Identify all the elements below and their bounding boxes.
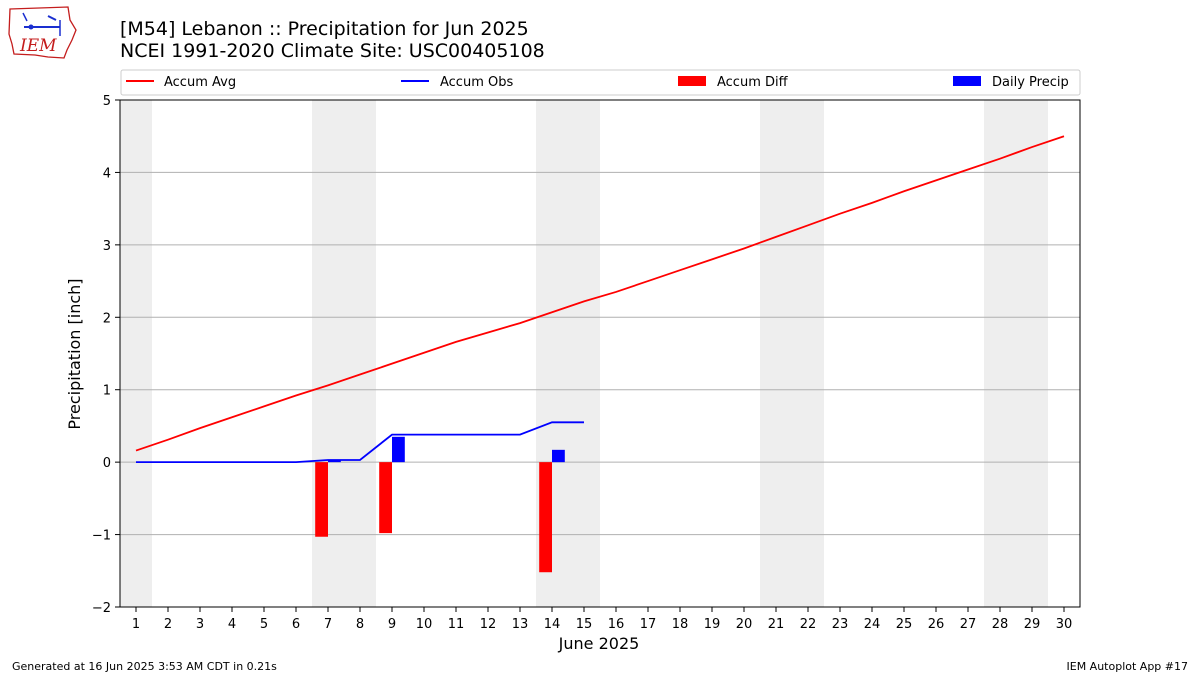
x-tick-label: 18 xyxy=(672,617,689,632)
x-tick-label: 10 xyxy=(416,617,433,632)
chart-subtitle: NCEI 1991-2020 Climate Site: USC00405108 xyxy=(120,40,545,62)
x-tick-label: 28 xyxy=(992,617,1009,632)
accum-diff-bar xyxy=(379,462,392,534)
x-tick-label: 29 xyxy=(1024,617,1041,632)
x-tick-label: 13 xyxy=(512,617,529,632)
y-tick-label: 3 xyxy=(103,239,111,254)
legend-swatch-daily-precip xyxy=(953,76,981,86)
x-tick-label: 26 xyxy=(928,617,945,632)
iem-logo: IEM xyxy=(8,6,77,59)
bar-series xyxy=(315,436,565,573)
y-tick-label: 5 xyxy=(103,94,111,109)
x-tick-label: 12 xyxy=(480,617,497,632)
logo-dot-icon xyxy=(28,24,34,30)
y-axis-title: Precipitation [inch] xyxy=(65,278,84,429)
x-tick-label: 14 xyxy=(544,617,561,632)
weekend-band xyxy=(984,100,1048,607)
accum-diff-bar xyxy=(539,462,552,573)
legend-label-accum-avg: Accum Avg xyxy=(164,75,236,90)
y-axis: −2 −1 0 1 2 3 4 5 xyxy=(92,94,120,616)
footer-app: IEM Autoplot App #17 xyxy=(1067,660,1189,673)
chart-title: [M54] Lebanon :: Precipitation for Jun 2… xyxy=(120,18,529,40)
legend-box xyxy=(120,69,1081,96)
legend-swatch-accum-diff xyxy=(678,76,706,86)
x-tick-label: 30 xyxy=(1056,617,1073,632)
accum-avg-line xyxy=(135,135,1065,452)
accum-obs-line xyxy=(136,421,584,464)
logo-vane-icon xyxy=(22,12,28,22)
logo-cup-icon xyxy=(47,15,57,21)
daily-precip-bar xyxy=(392,436,405,463)
x-tick-label: 21 xyxy=(768,617,785,632)
y-tick-label: −2 xyxy=(92,601,111,616)
x-tick-label: 2 xyxy=(164,617,172,632)
legend-label-accum-diff: Accum Diff xyxy=(717,75,789,90)
x-tick-label: 4 xyxy=(228,617,236,632)
y-tick-label: 0 xyxy=(103,456,111,471)
x-tick-label: 25 xyxy=(896,617,913,632)
weekend-band xyxy=(760,100,824,607)
iem-iowa-logo-icon xyxy=(8,6,77,59)
legend-label-daily-precip: Daily Precip xyxy=(992,75,1069,90)
y-tick-label: 4 xyxy=(103,166,111,181)
x-tick-label: 11 xyxy=(448,617,465,632)
x-tick-label: 19 xyxy=(704,617,721,632)
x-tick-label: 16 xyxy=(608,617,625,632)
legend-label-accum-obs: Accum Obs xyxy=(440,75,513,90)
plot-frame xyxy=(119,99,1081,608)
x-tick-label: 22 xyxy=(800,617,817,632)
x-tick-label: 24 xyxy=(864,617,881,632)
x-tick-label: 27 xyxy=(960,617,977,632)
x-axis: 1 2 3 4 5 6 7 8 9 10 11 12 13 14 15 16 17 18 19 20 21 22 23 24 2… xyxy=(132,607,1072,632)
footer-generated: Generated at 16 Jun 2025 3:53 AM CDT in … xyxy=(12,660,277,673)
daily-precip-bar xyxy=(328,459,341,463)
legend: Accum Avg Accum Obs Accum Diff Daily Pre… xyxy=(120,69,1081,96)
y-tick-label: −1 xyxy=(92,529,111,544)
daily-precip-bar xyxy=(552,449,565,463)
x-tick-label: 8 xyxy=(356,617,364,632)
x-tick-label: 5 xyxy=(260,617,268,632)
x-tick-label: 1 xyxy=(132,617,140,632)
x-tick-label: 6 xyxy=(292,617,300,632)
x-tick-label: 7 xyxy=(324,617,332,632)
y-tick-label: 2 xyxy=(103,311,111,326)
y-tick-label: 1 xyxy=(103,384,111,399)
accum-diff-bar xyxy=(315,462,328,537)
grid-lines xyxy=(120,171,1080,536)
weekend-shading xyxy=(120,100,1048,607)
weekend-band xyxy=(120,100,152,607)
x-tick-label: 20 xyxy=(736,617,753,632)
logo-text: IEM xyxy=(19,36,57,56)
x-tick-label: 17 xyxy=(640,617,657,632)
x-axis-title: June 2025 xyxy=(558,634,640,653)
x-tick-label: 23 xyxy=(832,617,849,632)
x-tick-label: 9 xyxy=(388,617,396,632)
x-tick-label: 3 xyxy=(196,617,204,632)
line-series xyxy=(135,135,1065,464)
x-tick-label: 15 xyxy=(576,617,593,632)
